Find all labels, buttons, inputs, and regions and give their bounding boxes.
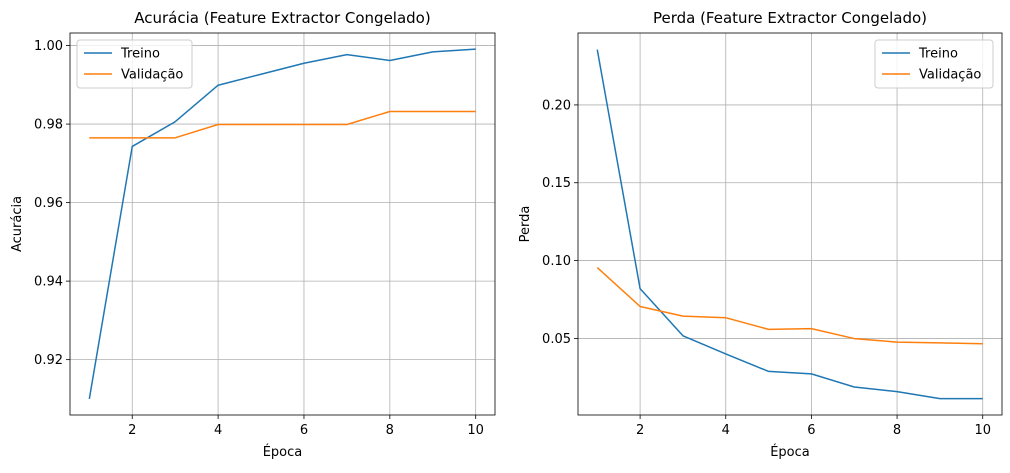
chart-1-legend-box <box>874 39 994 89</box>
chart-0-legend-box <box>76 39 193 89</box>
chart-1-x-tick-label: 10 <box>974 423 991 438</box>
chart-0-y-tick-label: 0.92 <box>34 353 63 368</box>
chart-1-legend-label-treino: Treino <box>918 47 958 62</box>
chart-0-y-tick-label: 0.98 <box>34 118 63 133</box>
accuracy-chart: 2 4 6 8 10 0.92 0.94 0.96 0.98 1.00 Acurácia (Feat… <box>10 9 496 460</box>
chart-0-x-tick-label: 2 <box>128 423 136 438</box>
chart-0-y-tick-label: 0.96 <box>34 196 63 211</box>
chart-1-title: Perda (Feature Extractor Congelado) <box>653 9 927 27</box>
loss-chart: 2 4 6 8 10 0.05 0.10 0.15 0.20 Perda (Feature Ext… <box>518 9 1003 460</box>
chart-1-x-tick-label: 6 <box>807 423 815 438</box>
chart-1-y-tick-label: 0.05 <box>542 332 571 347</box>
chart-0-legend-label-validacao: Validação <box>121 68 183 83</box>
chart-0-plot-frame <box>69 32 496 416</box>
chart-1-legend-label-validacao: Validação <box>919 68 981 83</box>
chart-1-series-line-validacao <box>596 267 983 345</box>
chart-1-plot-frame <box>577 32 1003 416</box>
chart-0-y-axis-label: Acurácia <box>10 196 25 252</box>
chart-0-x-tick-label: 8 <box>386 423 394 438</box>
chart-1-x-tick-label: 8 <box>893 423 901 438</box>
chart-0-x-axis-label: Época <box>263 444 303 460</box>
chart-0-title: Acurácia (Feature Extractor Congelado) <box>134 9 430 27</box>
chart-0-x-tick-label: 4 <box>214 423 222 438</box>
chart-1-series-line-treino <box>596 49 983 400</box>
chart-1-y-axis-label: Perda <box>518 206 533 243</box>
chart-1-x-tick-label: 4 <box>722 423 730 438</box>
chart-0-legend: Treino Validação <box>76 39 193 89</box>
chart-1-x-tick-label: 2 <box>636 423 644 438</box>
chart-0-x-tick-label: 6 <box>300 423 308 438</box>
chart-1-y-tick-label: 0.15 <box>542 176 571 191</box>
chart-1-legend: Treino Validação <box>874 39 994 89</box>
chart-1-x-axis-label: Época <box>770 444 810 460</box>
chart-0-x-tick-label: 10 <box>467 423 484 438</box>
chart-0-y-tick-label: 0.94 <box>34 275 63 290</box>
chart-0-legend-label-treino: Treino <box>120 47 160 62</box>
chart-0-series-line-validacao <box>89 110 476 139</box>
chart-1-y-tick-label: 0.10 <box>542 254 571 269</box>
chart-1-y-tick-label: 0.20 <box>542 98 571 113</box>
chart-0-y-tick-label: 1.00 <box>34 39 63 54</box>
chart-0-series-line-treino <box>88 48 476 400</box>
